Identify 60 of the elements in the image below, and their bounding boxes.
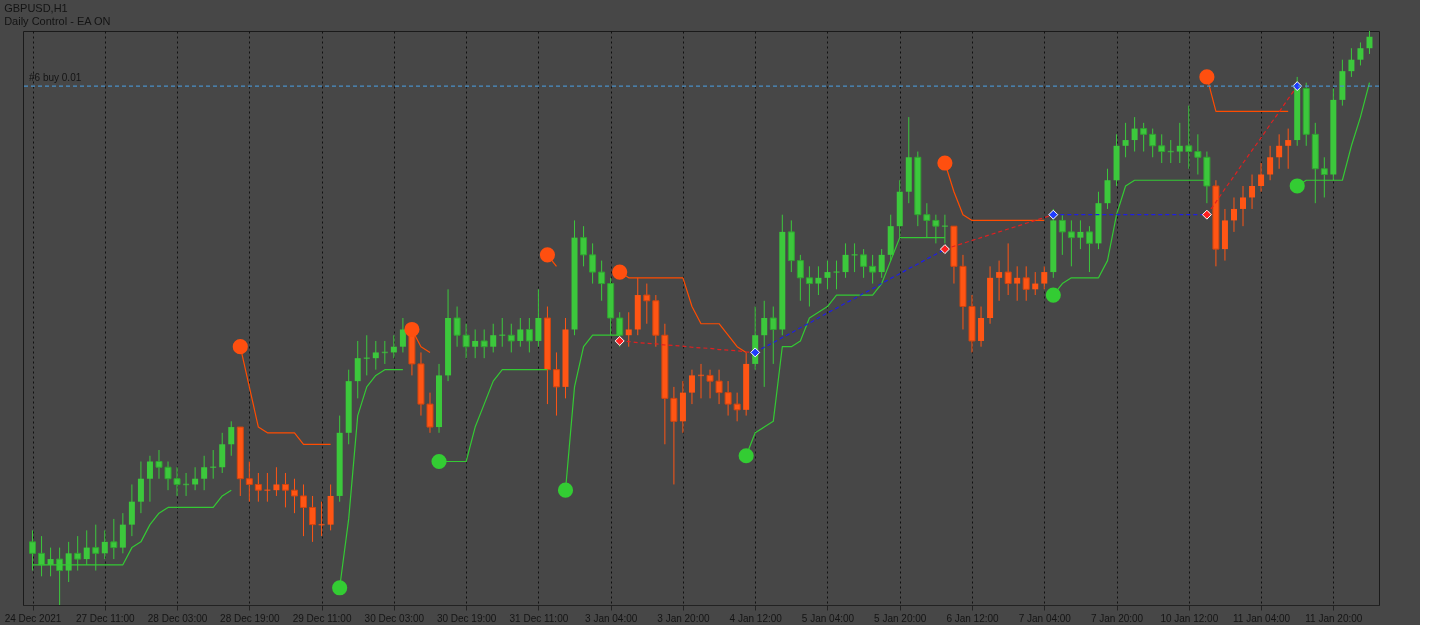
candlestick [290,478,298,514]
candlestick [535,288,542,348]
candlestick [1041,265,1048,290]
candlestick [228,420,235,457]
candlestick [1185,105,1193,170]
candlestick [1249,174,1256,210]
candlestick [273,466,280,497]
candlestick [1158,133,1166,164]
candlestick [1122,122,1129,158]
candlestick [525,317,533,353]
candlestick [1176,122,1183,164]
point [1289,178,1305,194]
candlestick [472,328,479,359]
point [539,247,556,263]
point [612,264,628,280]
candlestick [264,472,271,503]
candlestick [625,311,632,348]
candlestick [1366,30,1373,55]
candlestick [372,340,379,371]
candlestick [1357,41,1364,66]
candlestick [309,495,317,543]
candlestick [517,317,524,348]
candlestick [300,483,308,537]
candlestick [1258,162,1265,193]
candlestick [1230,196,1237,233]
candlestick [219,432,226,474]
candlestick [146,455,153,503]
point [1199,69,1215,85]
candlestick [1240,185,1247,227]
candlestick [580,225,588,267]
candlestick [281,472,289,508]
candlestick [1149,128,1157,158]
point [232,339,248,355]
candlestick [1131,116,1138,153]
candlestick [1285,128,1292,170]
candlestick [1004,242,1012,296]
candlestick [1140,122,1148,153]
candlestick [507,323,515,353]
candlestick [1276,133,1283,170]
candlestick [598,260,606,302]
candlestick [589,242,597,285]
candlestick [1022,265,1030,302]
candlestick [399,317,406,353]
candlestick [480,328,488,359]
candlestick [1267,145,1274,181]
candlestick [978,306,985,348]
candlestick [1348,47,1355,78]
candlestick [1194,133,1202,175]
candlestick [363,334,370,376]
candlestick [490,323,497,353]
candlestick [1014,265,1021,302]
candlestick [996,260,1003,302]
candlestick [210,449,217,480]
candlestick [688,369,695,405]
candlestick [254,472,262,503]
candlestick [201,455,208,491]
candlestick [552,351,560,417]
candlestick [245,461,253,503]
candlestick [643,283,651,325]
candlestick [499,317,506,348]
